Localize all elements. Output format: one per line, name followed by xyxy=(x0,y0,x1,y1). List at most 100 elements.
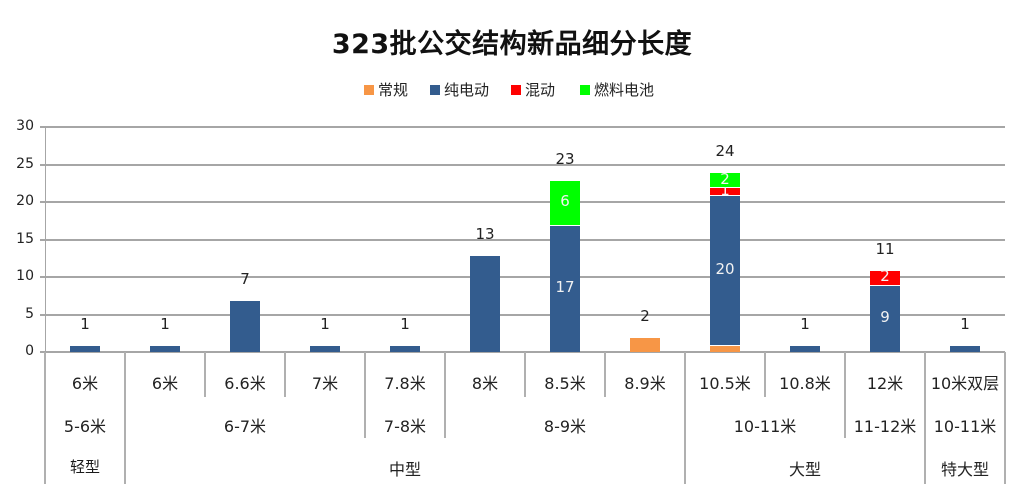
bar-segment[interactable] xyxy=(310,344,340,352)
segment-value-label: 9 xyxy=(880,308,890,327)
legend-swatch-icon xyxy=(364,84,374,95)
total-value-label: 13 xyxy=(475,224,495,243)
x-category-label: 8.5米 xyxy=(544,374,586,393)
y-tick-label: 5 xyxy=(25,305,34,322)
x-group-label: 10-11米 xyxy=(933,417,997,436)
axis-divider xyxy=(44,352,46,397)
x-group-label: 10-11米 xyxy=(733,417,797,436)
legend-label: 纯电动 xyxy=(444,81,490,99)
legend-swatch-icon xyxy=(430,84,440,95)
x-category-label: 10.8米 xyxy=(779,374,831,393)
bar-segment[interactable] xyxy=(150,344,180,352)
bar-segment[interactable] xyxy=(710,172,740,187)
axis-divider xyxy=(764,352,766,397)
total-value-label: 2 xyxy=(640,307,650,325)
x-category-label: 7米 xyxy=(311,374,339,393)
x-category-label: 8.9米 xyxy=(624,374,666,393)
legend-item[interactable]: 燃料电池 xyxy=(580,79,654,100)
bar-segment[interactable] xyxy=(550,224,580,352)
axis-divider xyxy=(44,397,46,438)
bar-segment[interactable] xyxy=(470,254,500,352)
axis-divider xyxy=(684,397,686,438)
legend-label: 混动 xyxy=(525,81,556,99)
x-category-label: 10.5米 xyxy=(699,374,751,393)
legend-item[interactable]: 纯电动 xyxy=(430,79,489,100)
axis-divider xyxy=(44,438,46,484)
axis-divider xyxy=(364,397,366,438)
x-class-label: 大型 xyxy=(788,460,821,479)
total-value-label: 1 xyxy=(800,314,810,333)
chart-legend: 常规 纯电动 混动 燃料电池 xyxy=(0,79,1024,99)
axis-divider xyxy=(844,352,846,397)
segment-value-label: 17 xyxy=(555,278,575,297)
axis-divider xyxy=(844,397,846,438)
total-value-label: 23 xyxy=(555,149,575,168)
axis-divider xyxy=(1004,397,1006,438)
axis-divider xyxy=(604,352,606,397)
legend-swatch-icon xyxy=(511,84,521,95)
bar-segment[interactable] xyxy=(70,344,100,352)
segment-value-label: 20 xyxy=(715,259,735,278)
y-tick-label: 10 xyxy=(16,268,34,284)
x-group-label: 6-7米 xyxy=(223,417,267,436)
total-value-label: 1 xyxy=(400,314,410,333)
bar-segment[interactable] xyxy=(550,179,580,225)
chart-title: 323批公交结构新品细分长度 xyxy=(331,29,693,60)
segment-value-label: 6 xyxy=(560,192,570,210)
segment-value-label: 2 xyxy=(880,267,890,285)
bar-segment[interactable] xyxy=(230,299,260,352)
total-value-label: 1 xyxy=(80,314,90,333)
bar-segment[interactable] xyxy=(710,187,740,195)
y-tick-label: 25 xyxy=(16,155,34,172)
y-tick-label: 30 xyxy=(16,118,34,134)
gridline xyxy=(40,126,1005,128)
segment-value-label: 1 xyxy=(720,180,730,199)
bar-segment[interactable] xyxy=(630,337,660,352)
gridline xyxy=(40,276,1005,278)
bar-segment[interactable] xyxy=(870,284,900,352)
total-value-label: 24 xyxy=(715,142,735,160)
y-tick-label: 15 xyxy=(16,230,34,247)
x-category-label: 8米 xyxy=(471,374,499,393)
gridline xyxy=(40,238,1005,241)
gridline xyxy=(40,313,1005,316)
axis-divider xyxy=(284,352,286,397)
x-group-label: 5-6米 xyxy=(63,417,107,436)
axis-divider xyxy=(204,352,206,397)
legend-item[interactable]: 混动 xyxy=(511,79,555,100)
total-value-label: 1 xyxy=(160,314,170,333)
axis-divider xyxy=(364,352,366,397)
x-category-label: 10米双层 xyxy=(930,374,1000,393)
bar-segment[interactable] xyxy=(710,344,740,352)
x-class-label: 中型 xyxy=(388,460,421,479)
x-group-label: 7-8米 xyxy=(383,417,427,436)
axis-divider xyxy=(684,438,686,484)
bar-segment[interactable] xyxy=(790,344,820,352)
axis-divider xyxy=(924,397,926,438)
x-category-label: 6米 xyxy=(151,374,179,393)
legend-item[interactable]: 常规 xyxy=(364,79,408,100)
bar-segment[interactable] xyxy=(390,344,420,352)
axis-divider xyxy=(444,397,446,438)
total-value-label: 1 xyxy=(960,314,970,333)
axis-divider xyxy=(444,352,446,397)
x-group-label: 8-9米 xyxy=(543,417,587,436)
bar-segment[interactable] xyxy=(870,269,900,285)
bar-segment[interactable] xyxy=(710,194,740,345)
axis-divider xyxy=(124,352,126,397)
axis-divider xyxy=(124,438,126,484)
x-category-label: 7.8米 xyxy=(384,374,426,393)
segment-value-label: 2 xyxy=(720,169,730,188)
axis-divider xyxy=(1004,352,1006,397)
gridline xyxy=(40,201,1005,203)
x-category-label: 12米 xyxy=(866,374,904,393)
legend-label: 常规 xyxy=(378,81,409,99)
axis-divider xyxy=(1004,438,1006,484)
bar-segment[interactable] xyxy=(950,344,980,352)
legend-label: 燃料电池 xyxy=(594,81,655,99)
total-value-label: 11 xyxy=(875,239,895,258)
axis-divider xyxy=(924,352,926,397)
x-class-label: 特大型 xyxy=(940,460,989,479)
gridline xyxy=(40,351,1005,353)
